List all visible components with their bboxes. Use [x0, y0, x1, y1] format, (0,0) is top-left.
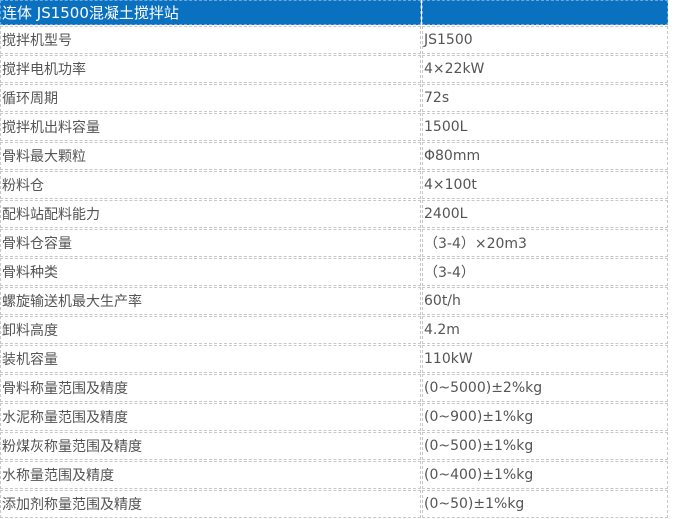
table-row: 骨料仓容量 （3-4）×20m3 — [0, 229, 668, 257]
spec-value: 2400L — [422, 200, 668, 228]
spec-label: 搅拌电机功率 — [0, 55, 421, 83]
table-row: 装机容量 110kW — [0, 345, 668, 373]
spec-value: 1500L — [422, 113, 668, 141]
spec-value: (0~900)±1%kg — [422, 403, 668, 431]
table-row: 粉料仓 4×100t — [0, 171, 668, 199]
spec-value: （3-4） — [422, 258, 668, 286]
spec-label: 粉料仓 — [0, 171, 421, 199]
table-row: 卸料高度 4.2m — [0, 316, 668, 344]
table-row: 螺旋输送机最大生产率 60t/h — [0, 287, 668, 315]
spec-value: 72s — [422, 84, 668, 112]
spec-value: （3-4）×20m3 — [422, 229, 668, 257]
spec-label: 水称量范围及精度 — [0, 461, 421, 489]
spec-label: 粉煤灰称量范围及精度 — [0, 432, 421, 460]
spec-value: (0~50)±1%kg — [422, 490, 668, 518]
spec-label: 螺旋输送机最大生产率 — [0, 287, 421, 315]
table-row: 骨料称量范围及精度 (0~5000)±2%kg — [0, 374, 668, 402]
spec-value: (0~5000)±2%kg — [422, 374, 668, 402]
table-row: 搅拌机型号 JS1500 — [0, 26, 668, 54]
table-header-row: 连体 JS1500混凝土搅拌站 — [0, 0, 668, 25]
table-row: 添加剂称量范围及精度 (0~50)±1%kg — [0, 490, 668, 518]
spec-label: 添加剂称量范围及精度 — [0, 490, 421, 518]
spec-label: 搅拌机型号 — [0, 26, 421, 54]
spec-label: 循环周期 — [0, 84, 421, 112]
table-row: 骨料最大颗粒 Φ80mm — [0, 142, 668, 170]
table-row: 循环周期 72s — [0, 84, 668, 112]
spec-value: JS1500 — [422, 26, 668, 54]
spec-label: 卸料高度 — [0, 316, 421, 344]
spec-label: 骨料仓容量 — [0, 229, 421, 257]
spec-label: 搅拌机出料容量 — [0, 113, 421, 141]
table-row: 骨料种类 （3-4） — [0, 258, 668, 286]
spec-label: 骨料种类 — [0, 258, 421, 286]
table-header-value — [422, 0, 668, 25]
spec-value: 60t/h — [422, 287, 668, 315]
spec-value: 4.2m — [422, 316, 668, 344]
spec-value: 4×100t — [422, 171, 668, 199]
spec-label: 水泥称量范围及精度 — [0, 403, 421, 431]
table-row: 配料站配料能力 2400L — [0, 200, 668, 228]
spec-value: 4×22kW — [422, 55, 668, 83]
spec-label: 配料站配料能力 — [0, 200, 421, 228]
table-row: 水称量范围及精度 (0~400)±1%kg — [0, 461, 668, 489]
table-row: 水泥称量范围及精度 (0~900)±1%kg — [0, 403, 668, 431]
table-row: 搅拌电机功率 4×22kW — [0, 55, 668, 83]
table-row: 粉煤灰称量范围及精度 (0~500)±1%kg — [0, 432, 668, 460]
spec-value: (0~500)±1%kg — [422, 432, 668, 460]
spec-label: 骨料最大颗粒 — [0, 142, 421, 170]
spec-value: (0~400)±1%kg — [422, 461, 668, 489]
spec-label: 骨料称量范围及精度 — [0, 374, 421, 402]
table-title: 连体 JS1500混凝土搅拌站 — [0, 0, 421, 25]
spec-value: Φ80mm — [422, 142, 668, 170]
table-row: 搅拌机出料容量 1500L — [0, 113, 668, 141]
spec-value: 110kW — [422, 345, 668, 373]
spec-label: 装机容量 — [0, 345, 421, 373]
